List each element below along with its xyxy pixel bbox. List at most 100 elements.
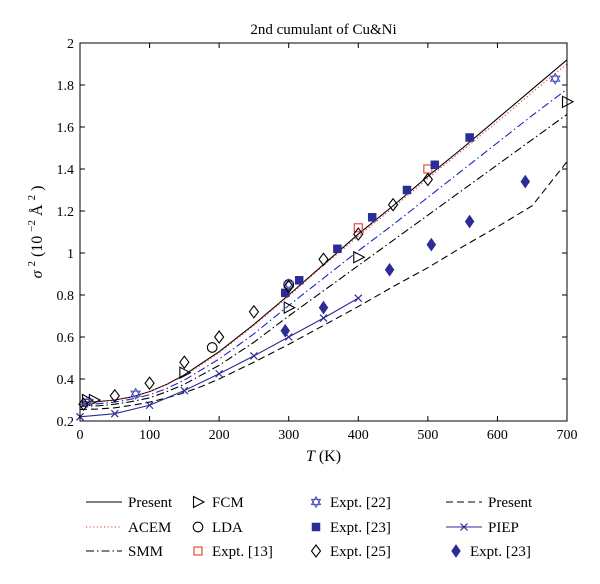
legend-entry: Expt. [25] [310,544,391,560]
y-axis-post: ) [29,186,46,191]
series-9-point [402,185,412,195]
hexagram-down [283,281,295,291]
series-4-line [79,88,568,405]
series-10-point [318,252,329,267]
legend-marker [311,522,321,532]
series-12-point [180,386,189,395]
series-5-point [353,250,366,264]
x-tick-label: 700 [557,428,578,443]
x-axis-label: T (K) [306,448,341,465]
legend-label: FCM [212,495,244,511]
legend-entry: Expt. [23] [311,520,391,536]
series-5-point [283,301,296,315]
series-3-line [79,113,568,407]
series-12-point [319,314,328,323]
y-tick-label: 1.8 [57,79,75,94]
legend-entry: Present [446,495,533,511]
legend-entry: Expt. [22] [310,495,391,511]
series-10-point [422,172,434,187]
y-axis-sym: σ [29,269,46,278]
legend-label: Expt. [23] [330,520,391,536]
axes-frame [79,42,568,422]
legend-entry: LDA [192,520,243,536]
y-tick-label: 0.4 [57,373,75,388]
hexagram-down [310,498,322,509]
x-stroke [215,369,224,378]
legend-entry: Expt. [23] [451,544,531,560]
legend-marker [310,495,322,509]
series-9-point [294,276,304,285]
hexagram-down [130,390,142,400]
legend-label: LDA [212,520,243,536]
x-stroke [110,409,119,418]
hexagram-up [310,495,322,506]
series-9-point [430,160,440,170]
legend-marker [460,523,468,531]
legend-entry: Present [86,495,173,511]
x-stroke [180,386,189,395]
y-tick-label: 1.6 [57,121,75,136]
series-10-point [353,227,364,242]
legend-label: Present [128,495,173,511]
series-12-point [250,351,258,360]
legend-marker [192,495,206,509]
series-5-point [179,366,192,380]
y-tick-label: 2 [67,37,74,52]
series-9-point [280,288,290,298]
series-10-point [387,197,399,212]
hexagram-down [81,399,93,409]
y-tick-label: 0.8 [57,289,75,304]
y-tick-label: 1.2 [57,205,75,220]
plot-markers [76,72,575,421]
legend-entry: FCM [192,495,244,511]
x-tick-label: 400 [348,428,369,443]
series-1-line [79,59,568,403]
x-stroke [354,294,363,303]
series-9-point [367,213,377,222]
legend-label: Expt. [22] [330,495,391,511]
legend-entry: Expt. [13] [193,544,273,560]
y-tick-label: 0.2 [57,415,75,430]
series-13-point [464,214,475,229]
legend-entry: SMM [86,544,163,560]
legend-marker [193,546,203,556]
series-10-point [213,330,225,344]
x-tick-label: 500 [417,428,438,443]
series-13-point [426,237,437,252]
y-axis-sym-exp: 2 [26,261,38,267]
axis-ticks: 0 100 200 300 400 500 600 700 0.2 0.4 0.6 0.8 1 1.2 1.… [57,37,578,443]
series-10-point [179,355,190,370]
legend-label: ACEM [128,520,171,536]
y-axis-mid-exp: 2 [26,195,38,201]
plot-lines [79,59,568,418]
series-12-point [354,294,363,303]
legend-marker [310,544,322,558]
series-8-point [130,387,142,400]
legend-label: Expt. [25] [330,544,391,560]
x-tick-label: 200 [209,428,230,443]
x-stroke [319,314,328,323]
x-stroke [460,523,468,531]
series-5-point [561,95,575,109]
y-tick-label: 1 [67,247,74,262]
series-8-point [549,72,561,85]
series-9-point [333,244,342,254]
series-11-line [79,161,568,410]
series-13-point [280,323,291,338]
legend: Present ACEM SMM FCM LDA Expt. [13] Expt. [22]… [86,495,533,560]
y-axis-pre-exp: −2 [26,220,38,232]
legend-label: Present [488,495,533,511]
x-stroke [145,401,154,410]
series-13-point [384,262,395,277]
series-12-point [110,409,119,418]
series-9-point [465,133,474,142]
series-13-point [318,300,329,315]
x-tick-label: 600 [487,428,508,443]
x-stroke [250,351,258,360]
x-tick-label: 300 [278,428,299,443]
series-2-line [79,63,568,403]
series-10-point [144,376,155,391]
legend-label: SMM [128,544,163,560]
legend-marker [451,544,461,558]
